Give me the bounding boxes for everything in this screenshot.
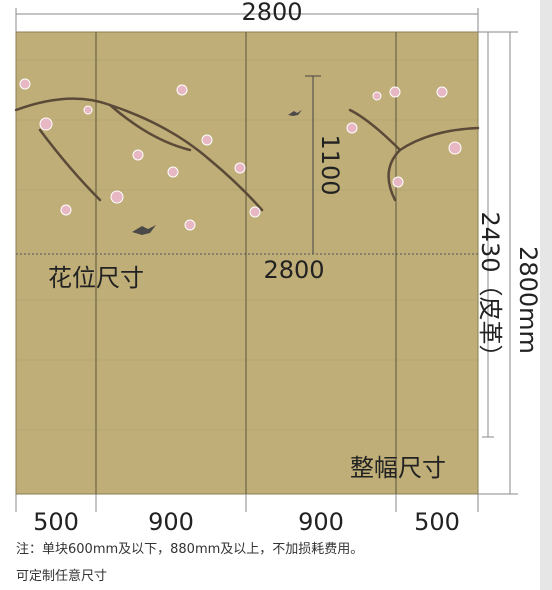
segment-width: 900 [298,508,344,536]
birds [132,110,302,235]
segment-width: 500 [414,508,460,536]
side-strip [540,0,552,590]
top-width: 2800 [241,0,302,26]
flower-height: 1100 [316,134,344,195]
flower-width: 2800 [263,256,324,284]
bottom-ticks [15,494,479,512]
blossoms [19,78,462,231]
branches [14,97,480,212]
segment-width: 900 [148,508,194,536]
leather-height: 2430（皮革） [476,211,504,368]
total-height: 2800mm [514,246,542,354]
segment-width: 500 [33,508,79,536]
full-label: 整幅尺寸 [350,454,446,482]
panel-dividers [95,32,397,494]
flower-height-line [305,75,321,254]
note: 可定制任意尺寸 [16,568,107,584]
flower-label: 花位尺寸 [48,264,144,292]
texture [16,59,478,431]
wallpaper-panel [15,31,479,495]
top-dim-line [15,8,479,32]
right-dim-lines [478,31,518,495]
note: 注：单块600mm及以下，880mm及以上，不加损耗费用。 [16,542,363,557]
